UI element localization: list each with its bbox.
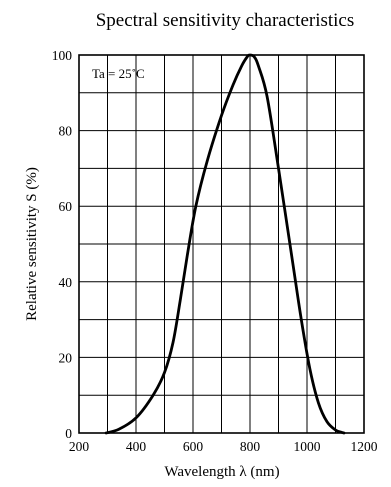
- sensitivity-curve: [104, 53, 346, 435]
- chart-title: Spectral sensitivity characteristics: [96, 10, 355, 31]
- y-tick-label: 0: [65, 426, 72, 441]
- tick-labels: 200 400 600 800 1000 1200 0 20 40 60 80 100: [52, 48, 378, 454]
- y-tick-label: 80: [59, 124, 73, 139]
- x-tick-label: 800: [240, 439, 261, 454]
- y-axis-label: Relative sensitivity S (%): [24, 167, 40, 321]
- x-tick-label: 400: [126, 439, 147, 454]
- x-tick-label: 1200: [351, 439, 378, 454]
- x-tick-label: 1000: [294, 439, 321, 454]
- x-tick-label: 600: [183, 439, 204, 454]
- x-axis-label: Wavelength λ (nm): [164, 464, 279, 480]
- grid-lines: [79, 55, 364, 433]
- y-tick-label: 20: [59, 350, 73, 365]
- plot-frame: [78, 54, 365, 434]
- y-tick-label: 100: [52, 48, 73, 63]
- temperature-annotation: Ta = 25˚C: [92, 66, 145, 81]
- x-tick-label: 200: [69, 439, 90, 454]
- y-tick-label: 40: [59, 275, 73, 290]
- y-tick-label: 60: [59, 199, 73, 214]
